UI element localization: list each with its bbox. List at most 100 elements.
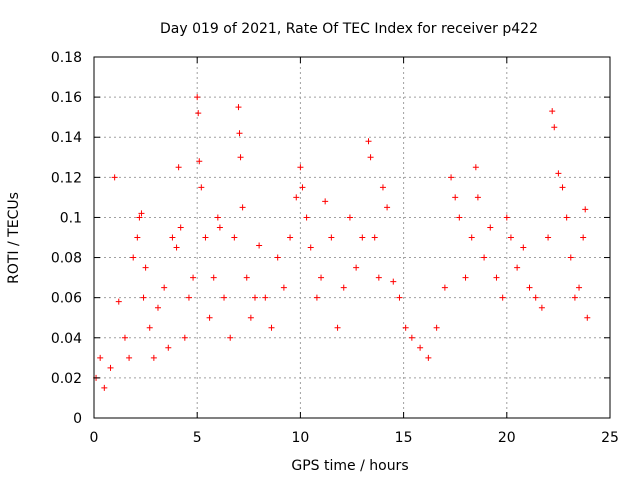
data-point — [161, 284, 168, 291]
y-tick-label: 0.04 — [51, 331, 82, 347]
data-point — [559, 184, 566, 191]
data-point — [165, 344, 172, 351]
data-point — [235, 104, 242, 111]
data-point — [111, 174, 118, 181]
data-point — [417, 344, 424, 351]
data-point — [425, 354, 432, 361]
data-point — [169, 234, 176, 241]
data-point — [210, 274, 217, 281]
data-point — [303, 214, 310, 221]
data-point — [194, 94, 201, 101]
data-point — [239, 204, 246, 211]
data-point — [185, 294, 192, 301]
data-point — [237, 154, 244, 161]
data-point — [126, 354, 133, 361]
data-point — [318, 274, 325, 281]
data-point — [584, 314, 591, 321]
data-point — [130, 254, 137, 261]
data-point — [379, 184, 386, 191]
data-point — [297, 164, 304, 171]
data-points — [93, 94, 591, 391]
data-point — [262, 294, 269, 301]
data-point — [221, 294, 228, 301]
data-point — [206, 314, 213, 321]
data-point — [520, 244, 527, 251]
data-point — [138, 210, 145, 217]
data-point — [402, 324, 409, 331]
axis-tick-labels: 0 0.02 0.04 0.06 0.08 0.1 0.12 0.14 0.16 0.18 0 5 10… — [51, 50, 619, 446]
data-point — [375, 274, 382, 281]
data-point — [307, 244, 314, 251]
data-point — [214, 214, 221, 221]
data-point — [140, 294, 147, 301]
data-point — [507, 234, 514, 241]
x-axis-label: GPS time / hours — [291, 458, 408, 474]
data-point — [396, 294, 403, 301]
data-point — [177, 224, 184, 231]
data-point — [107, 364, 114, 371]
data-point — [150, 354, 157, 361]
data-point — [181, 334, 188, 341]
data-point — [538, 304, 545, 311]
y-tick-label: 0.14 — [51, 130, 82, 146]
data-point — [134, 234, 141, 241]
data-point — [567, 254, 574, 261]
data-point — [236, 130, 243, 137]
data-point — [493, 274, 500, 281]
data-point — [549, 108, 556, 115]
data-point — [216, 224, 223, 231]
data-point — [514, 264, 521, 271]
data-point — [433, 324, 440, 331]
data-point — [371, 234, 378, 241]
data-point — [196, 158, 203, 165]
data-point — [190, 274, 197, 281]
data-point — [408, 334, 415, 341]
data-point — [231, 234, 238, 241]
data-point — [202, 234, 209, 241]
data-point — [101, 384, 108, 391]
data-point — [481, 254, 488, 261]
data-point — [353, 264, 360, 271]
data-point — [365, 138, 372, 145]
data-point — [268, 324, 275, 331]
data-point — [313, 294, 320, 301]
data-point — [334, 324, 341, 331]
grid-lines — [94, 57, 610, 418]
data-point — [328, 234, 335, 241]
data-point — [551, 124, 558, 131]
x-tick-label: 5 — [193, 430, 202, 446]
data-point — [287, 234, 294, 241]
data-point — [532, 294, 539, 301]
data-point — [256, 242, 263, 249]
data-point — [367, 154, 374, 161]
data-point — [462, 274, 469, 281]
data-point — [243, 274, 250, 281]
x-tick-label: 10 — [291, 430, 309, 446]
data-point — [582, 206, 589, 213]
y-tick-label: 0.16 — [51, 90, 82, 106]
data-point — [227, 334, 234, 341]
data-point — [175, 164, 182, 171]
plot-frame — [93, 56, 611, 419]
y-tick-label: 0.18 — [51, 50, 82, 66]
data-point — [390, 278, 397, 285]
data-point — [198, 184, 205, 191]
data-point — [472, 164, 479, 171]
data-point — [136, 214, 143, 221]
x-tick-label: 0 — [90, 430, 99, 446]
data-point — [293, 194, 300, 201]
data-point — [474, 194, 481, 201]
data-point — [251, 294, 258, 301]
data-point — [441, 284, 448, 291]
y-tick-label: 0.1 — [60, 210, 82, 226]
x-tick-label: 25 — [601, 430, 619, 446]
data-point — [503, 214, 510, 221]
data-point — [452, 194, 459, 201]
axis-ticks — [93, 56, 611, 419]
data-point — [545, 234, 552, 241]
data-point — [97, 354, 104, 361]
data-point — [121, 334, 128, 341]
data-point — [195, 110, 202, 117]
data-point — [340, 284, 347, 291]
y-axis-label: ROTI / TECUs — [6, 192, 22, 284]
